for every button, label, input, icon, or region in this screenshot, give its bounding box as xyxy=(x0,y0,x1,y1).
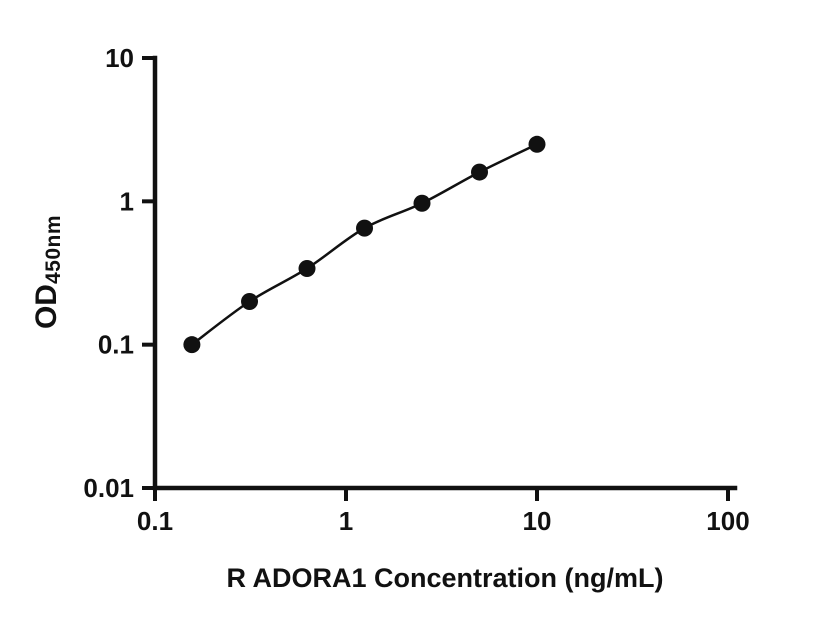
x-axis-title: R ADORA1 Concentration (ng/mL) xyxy=(226,563,664,593)
y-axis-title-subscript: 450nm xyxy=(42,214,65,285)
y-axis-tick-label: 10 xyxy=(105,43,134,73)
y-axis-title-main: OD xyxy=(30,284,63,330)
y-axis-tick-label: 0.1 xyxy=(98,330,134,360)
data-point xyxy=(471,163,489,181)
data-point xyxy=(356,219,374,237)
x-axis-tick-label: 1 xyxy=(339,506,353,536)
x-axis-tick-label: 100 xyxy=(706,506,749,536)
data-point xyxy=(528,135,546,153)
data-point xyxy=(241,293,259,311)
x-axis-tick-label: 0.1 xyxy=(137,506,173,536)
data-point xyxy=(183,336,201,354)
x-axis-tick-label: 10 xyxy=(523,506,552,536)
y-axis-tick-label: 1 xyxy=(120,186,134,216)
axis-lines xyxy=(152,55,738,491)
y-axis-title: OD450nm xyxy=(30,214,65,330)
y-axis-tick-label: 0.01 xyxy=(83,473,134,503)
data-point xyxy=(298,259,316,277)
data-point xyxy=(413,194,431,212)
